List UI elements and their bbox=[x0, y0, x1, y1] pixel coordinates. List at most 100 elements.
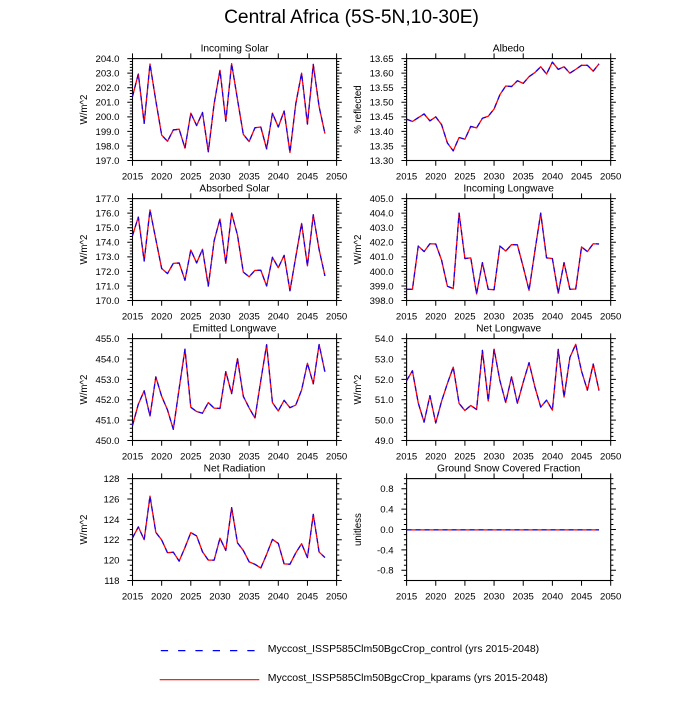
svg-text:% reflected: % reflected bbox=[353, 85, 364, 133]
svg-text:13.35: 13.35 bbox=[370, 141, 394, 152]
svg-text:2015: 2015 bbox=[122, 592, 143, 603]
svg-text:2040: 2040 bbox=[542, 592, 563, 603]
svg-text:170.0: 170.0 bbox=[95, 296, 119, 307]
svg-text:2015: 2015 bbox=[396, 452, 417, 463]
svg-text:2030: 2030 bbox=[483, 452, 504, 463]
svg-text:2015: 2015 bbox=[396, 592, 417, 603]
svg-text:2050: 2050 bbox=[326, 452, 347, 463]
svg-text:54.0: 54.0 bbox=[375, 334, 394, 345]
svg-text:0.8: 0.8 bbox=[380, 484, 393, 495]
svg-text:2035: 2035 bbox=[238, 312, 259, 323]
svg-text:2040: 2040 bbox=[268, 172, 289, 183]
svg-text:2015: 2015 bbox=[122, 172, 143, 183]
svg-text:unitless: unitless bbox=[353, 513, 364, 546]
svg-text:2050: 2050 bbox=[600, 312, 621, 323]
svg-text:2045: 2045 bbox=[297, 592, 318, 603]
svg-text:177.0: 177.0 bbox=[95, 194, 119, 205]
svg-text:2030: 2030 bbox=[209, 172, 230, 183]
svg-text:2020: 2020 bbox=[151, 452, 172, 463]
svg-text:2025: 2025 bbox=[454, 172, 475, 183]
svg-text:13.50: 13.50 bbox=[370, 98, 394, 109]
svg-text:404.0: 404.0 bbox=[370, 209, 394, 220]
svg-text:2045: 2045 bbox=[297, 312, 318, 323]
svg-text:2015: 2015 bbox=[396, 172, 417, 183]
svg-text:2030: 2030 bbox=[483, 172, 504, 183]
svg-text:2050: 2050 bbox=[600, 172, 621, 183]
svg-text:Net Radiation: Net Radiation bbox=[204, 464, 266, 475]
svg-text:2025: 2025 bbox=[180, 172, 201, 183]
svg-text:2040: 2040 bbox=[542, 172, 563, 183]
svg-text:51.0: 51.0 bbox=[375, 395, 394, 406]
svg-text:2020: 2020 bbox=[425, 452, 446, 463]
svg-text:2040: 2040 bbox=[542, 452, 563, 463]
svg-text:450.0: 450.0 bbox=[95, 436, 119, 447]
svg-text:455.0: 455.0 bbox=[95, 334, 119, 345]
svg-text:403.0: 403.0 bbox=[370, 223, 394, 234]
svg-text:2020: 2020 bbox=[151, 312, 172, 323]
svg-text:453.0: 453.0 bbox=[95, 375, 119, 386]
svg-text:2030: 2030 bbox=[483, 592, 504, 603]
svg-text:49.0: 49.0 bbox=[375, 436, 394, 447]
svg-text:13.60: 13.60 bbox=[370, 69, 394, 80]
svg-text:401.0: 401.0 bbox=[370, 252, 394, 263]
svg-text:50.0: 50.0 bbox=[375, 416, 394, 427]
svg-text:13.30: 13.30 bbox=[370, 156, 394, 167]
svg-text:2035: 2035 bbox=[513, 172, 534, 183]
svg-text:2035: 2035 bbox=[238, 172, 259, 183]
svg-text:Emitted Longwave: Emitted Longwave bbox=[193, 324, 277, 335]
svg-text:2035: 2035 bbox=[513, 592, 534, 603]
svg-text:Net Longwave: Net Longwave bbox=[476, 324, 541, 335]
svg-text:122: 122 bbox=[103, 535, 119, 546]
svg-text:W/m^2: W/m^2 bbox=[79, 375, 90, 405]
svg-text:W/m^2: W/m^2 bbox=[353, 375, 364, 405]
svg-text:W/m^2: W/m^2 bbox=[79, 95, 90, 125]
svg-text:452.0: 452.0 bbox=[95, 395, 119, 406]
svg-text:2045: 2045 bbox=[571, 172, 592, 183]
svg-text:Incoming Solar: Incoming Solar bbox=[201, 44, 270, 55]
svg-text:Myccost_ISSP585Clm50BgcCrop_co: Myccost_ISSP585Clm50BgcCrop_control (yrs… bbox=[268, 643, 539, 655]
svg-text:451.0: 451.0 bbox=[95, 416, 119, 427]
svg-text:2045: 2045 bbox=[571, 592, 592, 603]
svg-text:174.0: 174.0 bbox=[95, 238, 119, 249]
svg-text:-0.8: -0.8 bbox=[377, 566, 394, 577]
svg-text:454.0: 454.0 bbox=[95, 354, 119, 365]
svg-text:2025: 2025 bbox=[180, 592, 201, 603]
svg-text:Incoming Longwave: Incoming Longwave bbox=[463, 184, 554, 195]
svg-text:399.0: 399.0 bbox=[370, 281, 394, 292]
svg-text:Absorbed Solar: Absorbed Solar bbox=[199, 184, 270, 195]
svg-text:2045: 2045 bbox=[571, 312, 592, 323]
svg-text:52.0: 52.0 bbox=[375, 375, 394, 386]
svg-text:203.0: 203.0 bbox=[95, 69, 119, 80]
svg-text:197.0: 197.0 bbox=[95, 156, 119, 167]
svg-text:W/m^2: W/m^2 bbox=[79, 515, 90, 545]
svg-text:2025: 2025 bbox=[454, 592, 475, 603]
svg-text:172.0: 172.0 bbox=[95, 267, 119, 278]
svg-text:13.45: 13.45 bbox=[370, 112, 394, 123]
svg-text:201.0: 201.0 bbox=[95, 98, 119, 109]
svg-text:2040: 2040 bbox=[268, 592, 289, 603]
svg-text:2030: 2030 bbox=[483, 312, 504, 323]
svg-text:202.0: 202.0 bbox=[95, 83, 119, 94]
svg-text:200.0: 200.0 bbox=[95, 112, 119, 123]
svg-text:2040: 2040 bbox=[268, 312, 289, 323]
svg-text:126: 126 bbox=[103, 494, 119, 505]
svg-text:173.0: 173.0 bbox=[95, 252, 119, 263]
svg-text:53.0: 53.0 bbox=[375, 354, 394, 365]
svg-text:2015: 2015 bbox=[122, 452, 143, 463]
svg-text:2020: 2020 bbox=[425, 312, 446, 323]
svg-text:204.0: 204.0 bbox=[95, 54, 119, 65]
svg-text:2035: 2035 bbox=[238, 592, 259, 603]
svg-text:2030: 2030 bbox=[209, 592, 230, 603]
svg-text:400.0: 400.0 bbox=[370, 267, 394, 278]
svg-text:W/m^2: W/m^2 bbox=[79, 235, 90, 265]
svg-text:Myccost_ISSP585Clm50BgcCrop_kp: Myccost_ISSP585Clm50BgcCrop_kparams (yrs… bbox=[268, 672, 548, 684]
svg-text:2015: 2015 bbox=[396, 312, 417, 323]
svg-text:2020: 2020 bbox=[151, 172, 172, 183]
svg-text:2025: 2025 bbox=[454, 452, 475, 463]
svg-text:13.65: 13.65 bbox=[370, 54, 394, 65]
svg-text:W/m^2: W/m^2 bbox=[353, 235, 364, 265]
svg-text:Ground Snow Covered Fraction: Ground Snow Covered Fraction bbox=[437, 464, 580, 475]
svg-text:2030: 2030 bbox=[209, 312, 230, 323]
svg-text:2020: 2020 bbox=[425, 592, 446, 603]
svg-text:199.0: 199.0 bbox=[95, 127, 119, 138]
